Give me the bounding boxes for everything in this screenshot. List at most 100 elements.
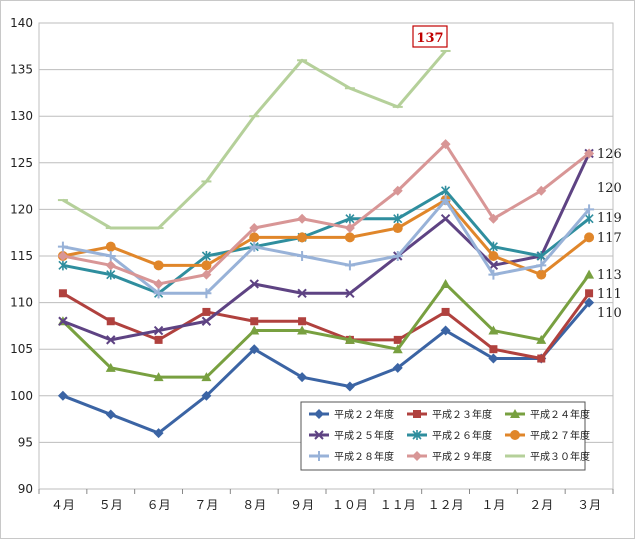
- data-point: [201, 269, 212, 280]
- data-point: [153, 260, 164, 271]
- y-tick-label: 140: [10, 16, 33, 30]
- data-point: [344, 260, 355, 271]
- data-point: [58, 289, 67, 298]
- data-point: [153, 372, 164, 382]
- data-point: [202, 307, 211, 316]
- series-line: [62, 291, 591, 361]
- legend-label: 平成２４年度: [530, 408, 590, 421]
- x-tick-label: ９月: [290, 498, 314, 512]
- data-point: [153, 288, 164, 299]
- data-point: [153, 278, 164, 289]
- y-tick-label: 130: [10, 109, 33, 123]
- data-point: [345, 288, 355, 298]
- data-point: [345, 213, 355, 224]
- series-lines: [57, 49, 595, 439]
- x-tick-label: ８月: [242, 498, 266, 512]
- data-point: [249, 344, 260, 355]
- data-point: [488, 325, 499, 335]
- data-point: [393, 335, 402, 344]
- y-tick-label: 135: [10, 63, 33, 77]
- data-point: [57, 241, 68, 252]
- data-point: [106, 269, 116, 280]
- series: [57, 297, 595, 439]
- data-point: [297, 232, 308, 243]
- data-point: [440, 278, 451, 288]
- data-point: [344, 334, 355, 344]
- end-value-label: 117: [597, 231, 622, 246]
- data-point: [153, 428, 164, 439]
- data-point: [392, 251, 403, 261]
- data-point: [510, 430, 520, 440]
- legend-entry: 平成２２年度: [309, 408, 394, 421]
- data-point: [105, 251, 116, 261]
- data-point: [440, 325, 451, 336]
- legend-label: 平成３０年度: [530, 450, 590, 463]
- series: [57, 195, 595, 299]
- data-point: [106, 317, 115, 326]
- x-tick-label: ２月: [529, 498, 553, 512]
- data-point: [249, 232, 260, 243]
- legend-label: 平成２５年度: [334, 429, 394, 442]
- data-point: [105, 409, 116, 420]
- series-line: [62, 189, 591, 295]
- legend-label: 平成２６年度: [432, 429, 492, 442]
- legend-label: 平成２３年度: [432, 408, 492, 421]
- data-point: [441, 307, 450, 316]
- series-line: [62, 301, 591, 435]
- y-tick-label: 125: [10, 156, 33, 170]
- data-point: [249, 241, 260, 252]
- x-tick-label: ５月: [99, 498, 123, 512]
- y-tick-label: 95: [18, 435, 33, 449]
- data-point: [154, 335, 163, 344]
- data-point: [105, 362, 116, 372]
- data-point: [392, 344, 403, 354]
- legend-entry: 平成３０年度: [505, 450, 590, 463]
- end-value-label: 110: [597, 306, 622, 321]
- data-point: [201, 316, 212, 326]
- data-point: [57, 390, 68, 401]
- data-point: [249, 325, 260, 335]
- data-point: [488, 269, 499, 280]
- data-point: [297, 213, 308, 224]
- end-value-label: 111: [597, 287, 622, 302]
- y-tick-label: 105: [10, 342, 33, 356]
- data-point: [584, 213, 594, 224]
- data-point: [392, 185, 403, 196]
- legend-label: 平成２７年度: [530, 429, 590, 442]
- legend-entry: 平成２５年度: [309, 429, 394, 442]
- end-value-label: 120: [597, 181, 622, 196]
- data-point: [392, 223, 403, 234]
- legend-entry: 平成２４年度: [505, 408, 590, 421]
- data-point: [201, 372, 212, 382]
- callout-label: 137: [416, 31, 443, 46]
- data-point: [510, 409, 520, 418]
- data-point: [440, 214, 451, 224]
- data-point: [488, 251, 499, 261]
- data-point: [201, 288, 212, 299]
- x-tick-label: ６月: [147, 498, 171, 512]
- callout-box: [412, 25, 448, 48]
- data-point: [314, 430, 324, 440]
- data-point: [584, 232, 595, 243]
- data-point: [58, 260, 68, 271]
- axes: 90 95 100 105 110 115 120 125 130 135 140 ４月 ５月 ６月 ７月 ８…: [10, 16, 614, 512]
- end-value-label: 126: [597, 147, 622, 162]
- series: [57, 49, 451, 230]
- data-point: [153, 325, 164, 336]
- data-point: [584, 269, 595, 279]
- data-point: [105, 260, 116, 271]
- data-point: [250, 317, 259, 326]
- data-point: [440, 195, 451, 206]
- data-point: [412, 430, 422, 440]
- legend-entry: 平成２３年度: [407, 408, 492, 421]
- data-point: [584, 297, 595, 308]
- data-point: [584, 148, 595, 159]
- data-point: [201, 251, 211, 261]
- series-line: [62, 198, 591, 277]
- data-point: [344, 381, 355, 392]
- data-point: [536, 334, 547, 344]
- x-tick-label: １２月: [428, 498, 464, 512]
